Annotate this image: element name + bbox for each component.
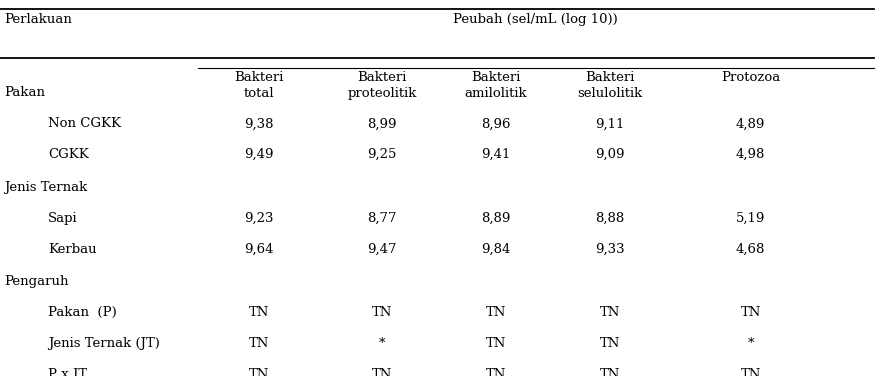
Text: Jenis Ternak (JT): Jenis Ternak (JT): [48, 337, 160, 350]
Text: 9,49: 9,49: [244, 148, 274, 161]
Text: TN: TN: [599, 337, 620, 350]
Text: Bakteri
total: Bakteri total: [234, 71, 283, 100]
Text: TN: TN: [485, 337, 506, 350]
Text: TN: TN: [599, 368, 620, 376]
Text: TN: TN: [248, 306, 269, 319]
Text: P x JT: P x JT: [48, 368, 88, 376]
Text: Jenis Ternak: Jenis Ternak: [4, 181, 88, 194]
Text: 8,96: 8,96: [481, 117, 510, 130]
Text: Pakan: Pakan: [4, 86, 46, 100]
Text: Protozoa: Protozoa: [720, 71, 780, 85]
Text: 4,89: 4,89: [735, 117, 765, 130]
Text: TN: TN: [739, 306, 760, 319]
Text: 9,47: 9,47: [367, 243, 396, 256]
Text: 8,88: 8,88: [595, 212, 624, 225]
Text: TN: TN: [248, 368, 269, 376]
Text: TN: TN: [739, 368, 760, 376]
Text: Perlakuan: Perlakuan: [4, 13, 72, 26]
Text: *: *: [746, 337, 753, 350]
Text: Bakteri
amilolitik: Bakteri amilolitik: [464, 71, 527, 100]
Text: 4,68: 4,68: [735, 243, 765, 256]
Text: TN: TN: [371, 306, 392, 319]
Text: 9,64: 9,64: [244, 243, 274, 256]
Text: 9,25: 9,25: [367, 148, 396, 161]
Text: 5,19: 5,19: [735, 212, 765, 225]
Text: Bakteri
selulolitik: Bakteri selulolitik: [577, 71, 642, 100]
Text: 9,38: 9,38: [244, 117, 274, 130]
Text: 8,99: 8,99: [367, 117, 396, 130]
Text: 9,09: 9,09: [595, 148, 624, 161]
Text: Peubah (sel/mL (log 10)): Peubah (sel/mL (log 10)): [453, 13, 617, 26]
Text: *: *: [378, 337, 385, 350]
Text: Sapi: Sapi: [48, 212, 78, 225]
Text: TN: TN: [485, 306, 506, 319]
Text: 4,98: 4,98: [735, 148, 765, 161]
Text: Pakan  (P): Pakan (P): [48, 306, 117, 319]
Text: 9,84: 9,84: [481, 243, 510, 256]
Text: CGKK: CGKK: [48, 148, 89, 161]
Text: 8,89: 8,89: [481, 212, 510, 225]
Text: TN: TN: [485, 368, 506, 376]
Text: 9,11: 9,11: [595, 117, 624, 130]
Text: 8,77: 8,77: [367, 212, 396, 225]
Text: Bakteri
proteolitik: Bakteri proteolitik: [346, 71, 417, 100]
Text: TN: TN: [599, 306, 620, 319]
Text: TN: TN: [371, 368, 392, 376]
Text: Kerbau: Kerbau: [48, 243, 96, 256]
Text: Pengaruh: Pengaruh: [4, 275, 68, 288]
Text: Non CGKK: Non CGKK: [48, 117, 121, 130]
Text: 9,33: 9,33: [595, 243, 624, 256]
Text: TN: TN: [248, 337, 269, 350]
Text: 9,23: 9,23: [244, 212, 274, 225]
Text: 9,41: 9,41: [481, 148, 510, 161]
